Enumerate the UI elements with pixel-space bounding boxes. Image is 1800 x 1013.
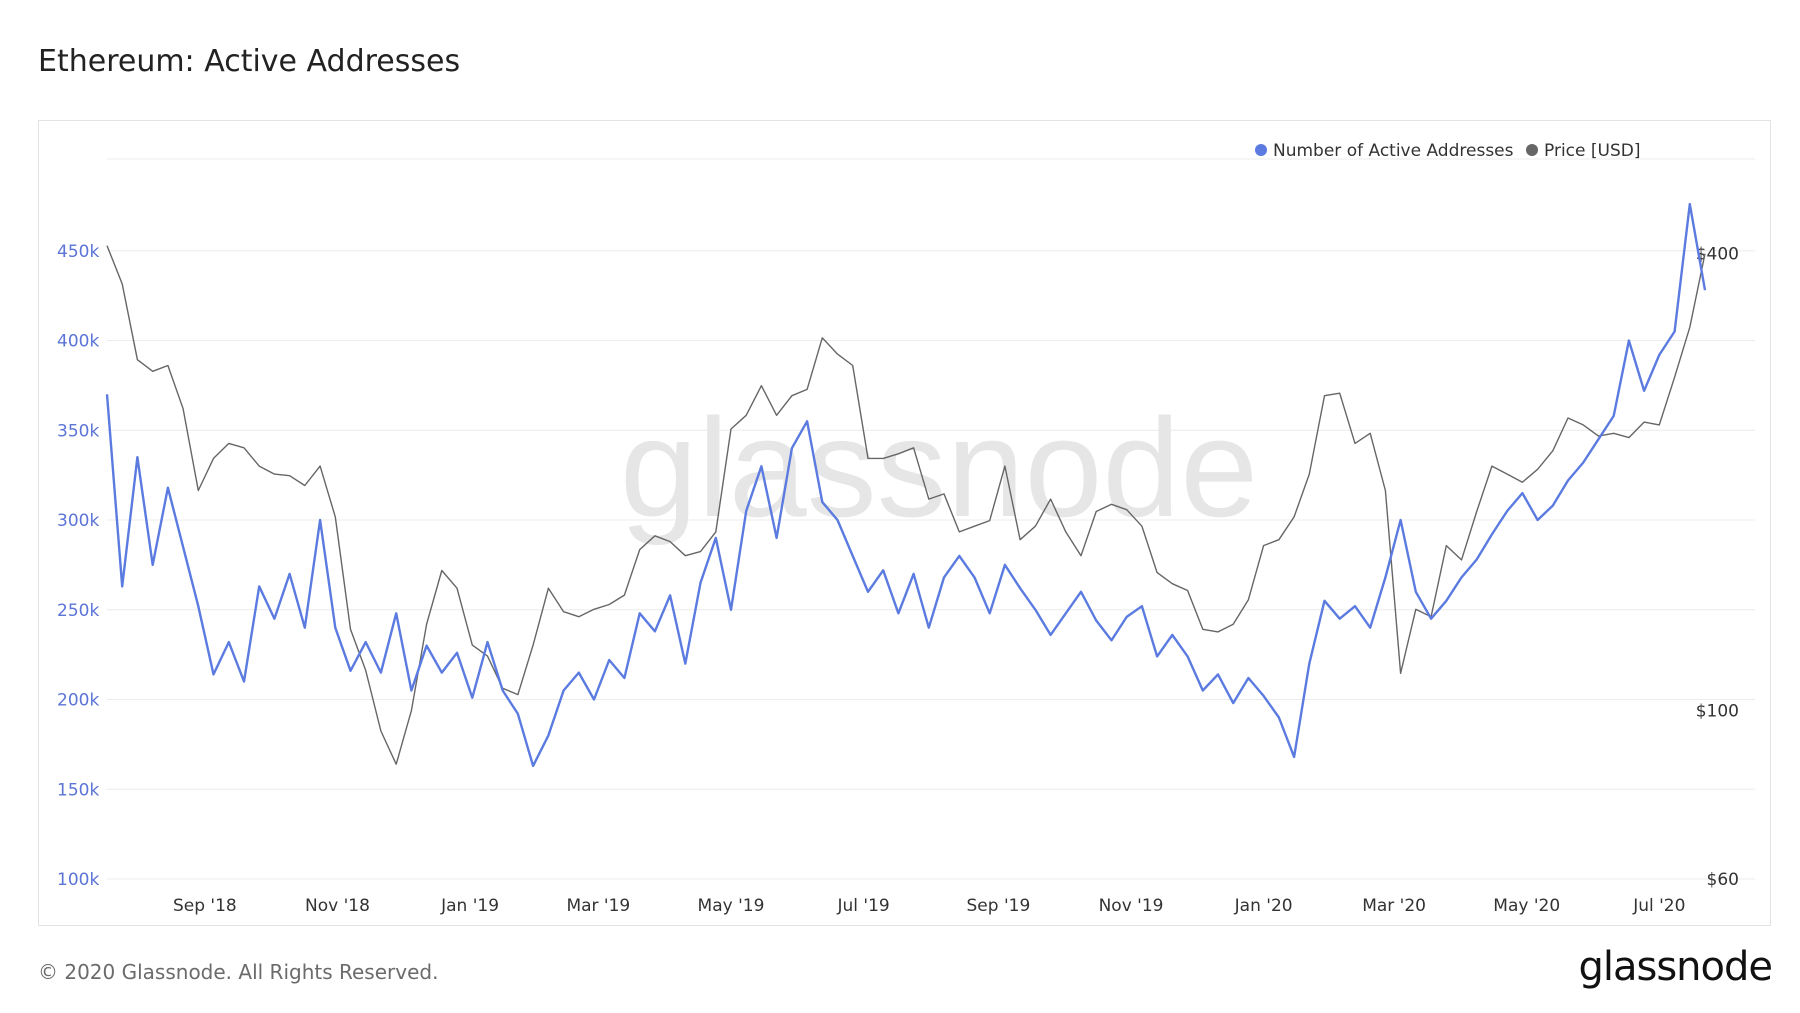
legend-label: Price [USD] [1544,141,1640,161]
chart-frame: glassnode 100k 150k 200k 250k 300k 350k 400k 45… [38,120,1771,926]
active-addresses-chart: glassnode 100k 150k 200k 250k 300k 350k 400k 45… [57,141,1755,916]
legend-label: Number of Active Addresses [1273,141,1514,161]
y-right-tick-label: $400 [1696,245,1739,265]
legend-marker [1255,144,1267,156]
y-right-tick-label: $100 [1696,702,1739,722]
y-left-tick-label: 200k [57,691,99,711]
y-left-tick-label: 100k [57,870,99,890]
y-left-tick-label: 350k [57,421,99,441]
x-tick-label: May '20 [1493,896,1560,916]
series-layer [105,202,1707,768]
y-left-tick-label: 450k [57,242,99,262]
watermark: glassnode [620,389,1258,546]
glassnode-logo: glassnode [1578,944,1773,990]
x-tick-label: Jul '19 [836,896,889,916]
x-tick-label: Mar '19 [566,896,630,916]
series-line-active-addresses [105,202,1707,768]
x-tick-label: Nov '18 [305,896,370,916]
y-left-tick-label: 300k [57,511,99,531]
x-tick-label: Sep '18 [173,896,237,916]
y-left-tick-label: 250k [57,601,99,621]
y-left-tick-label: 400k [57,332,99,352]
x-tick-label: Mar '20 [1362,896,1426,916]
legend: Number of Active Addresses Price [USD] [1255,141,1640,161]
x-tick-label: Sep '19 [967,896,1031,916]
copyright-text: © 2020 Glassnode. All Rights Reserved. [38,960,439,984]
grid-layer [107,158,1755,880]
x-tick-label: Jul '20 [1632,896,1685,916]
x-tick-label: Jan '20 [1234,896,1293,916]
series-line-price [106,245,1706,765]
x-tick-label: May '19 [698,896,765,916]
page-title: Ethereum: Active Addresses [38,44,461,79]
y-right-tick-label: $60 [1707,870,1739,890]
x-tick-label: Nov '19 [1099,896,1164,916]
y-left-tick-label: 150k [57,780,99,800]
axis-layer: 100k 150k 200k 250k 300k 350k 400k 450k $60 $100 $… [57,242,1739,916]
legend-marker [1526,144,1538,156]
x-tick-label: Jan '19 [440,896,499,916]
